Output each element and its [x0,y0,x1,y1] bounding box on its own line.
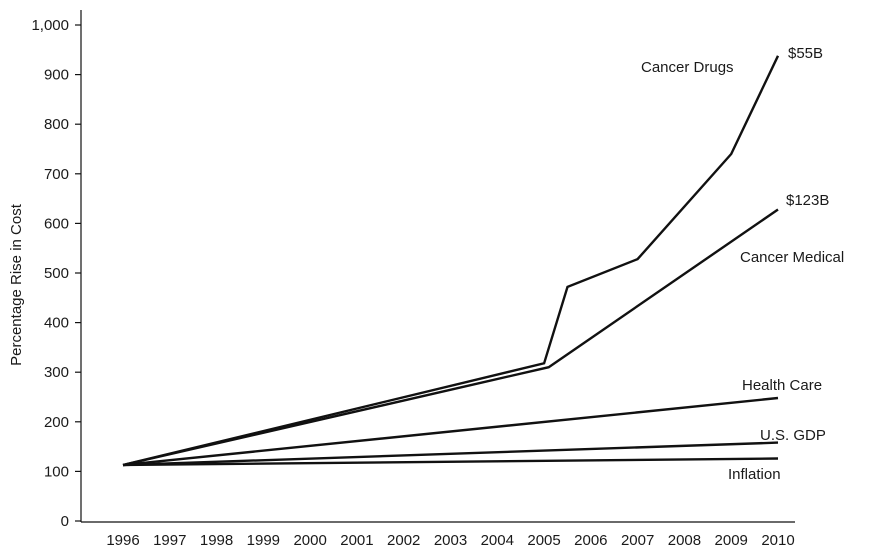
series-line-u-s-gdp [122,441,779,467]
x-tick-label: 1996 [106,532,139,549]
y-tick-label: 600 [44,215,69,232]
series-label-cancer-medical: Cancer Medical [740,249,844,266]
y-tick-label: 400 [44,315,69,332]
x-tick-label: 2008 [668,532,701,549]
x-tick-label: 2002 [387,532,420,549]
series-line-cancer-drugs [122,55,780,467]
x-tick-label: 2006 [574,532,607,549]
y-tick-label: 200 [44,414,69,431]
series-line-cancer-medical [122,208,779,467]
x-tick-label: 2003 [434,532,467,549]
y-tick-label: 0 [61,513,69,530]
series-label-inflation: Inflation [728,466,781,483]
x-tick-label: 2010 [761,532,794,549]
x-tick-label: 1999 [247,532,280,549]
x-tick-label: 2004 [481,532,514,549]
y-tick-label: 800 [44,116,69,133]
series-label-health-care: Health Care [742,377,822,394]
y-tick-label: 300 [44,364,69,381]
x-tick-label: 2007 [621,532,654,549]
x-tick-label: 1997 [153,532,186,549]
x-tick-label: 2001 [340,532,373,549]
x-tick-label: 1998 [200,532,233,549]
x-tick-label: 2005 [527,532,560,549]
x-axis-ticks: 1996 1997 1998 1999 2000 2001 2002 2003 2004 2005… [106,532,794,549]
x-tick-label: 2000 [293,532,326,549]
series-labels: Cancer Drugs $55B Cancer Medical $123B Healt… [641,45,844,483]
series-line-inflation [122,457,779,467]
y-axis-ticks: 0 100 200 300 400 500 600 700 800 900 1,000 [31,17,81,530]
y-tick-label: 500 [44,265,69,282]
y-axis-label: Percentage Rise in Cost [8,203,25,366]
y-tick-label: 100 [44,463,69,480]
y-tick-label: 700 [44,166,69,183]
axes [80,10,795,523]
series-label-u-s-gdp: U.S. GDP [760,427,826,444]
series-end-label-cancer-medical: $123B [786,192,829,209]
series-end-label-cancer-drugs: $55B [788,45,823,62]
series-label-cancer-drugs: Cancer Drugs [641,59,734,76]
series-line-health-care [122,396,779,467]
series-lines [122,55,780,467]
x-tick-label: 2009 [715,532,748,549]
y-tick-label: 900 [44,67,69,84]
y-tick-label: 1,000 [31,17,69,34]
